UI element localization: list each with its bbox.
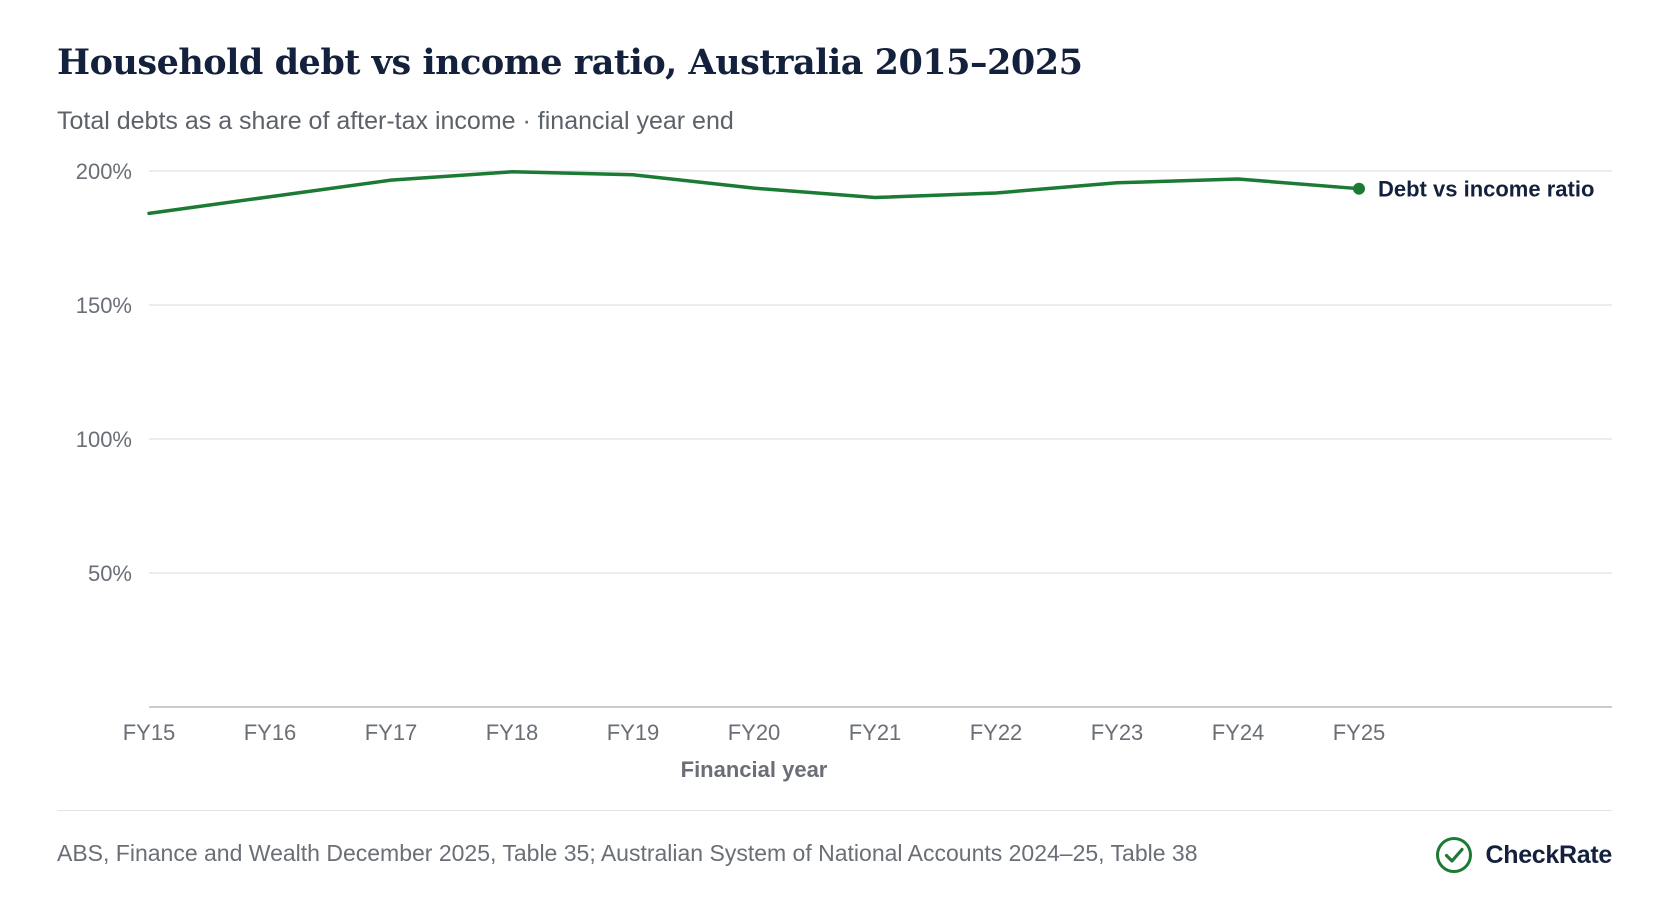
x-tick-label: FY25 <box>1333 720 1386 745</box>
x-tick-label: FY15 <box>123 720 176 745</box>
x-tick-label: FY23 <box>1091 720 1144 745</box>
x-axis-title: Financial year <box>681 757 828 782</box>
check-circle-icon <box>1436 837 1473 873</box>
chart-subtitle: Total debts as a share of after-tax inco… <box>57 107 734 135</box>
x-tick-label: FY24 <box>1212 720 1265 745</box>
series: Debt vs income ratio <box>147 170 1594 216</box>
x-tick-label: FY22 <box>970 720 1023 745</box>
x-tick-label: FY16 <box>244 720 297 745</box>
series-line <box>147 170 1361 216</box>
y-tick-label: 200% <box>76 159 132 184</box>
x-axis-ticks: FY15 FY16 FY17 FY18 FY19 FY20 FY21 FY22 FY23 FY24… <box>123 720 1386 745</box>
y-tick-label: 100% <box>76 427 132 452</box>
x-tick-label: FY17 <box>365 720 418 745</box>
brand-name: CheckRate <box>1485 840 1612 869</box>
y-tick-label: 50% <box>88 561 132 586</box>
series-end-point <box>1353 182 1365 195</box>
series-label: Debt vs income ratio <box>1378 177 1594 202</box>
chart-title: Household debt vs income ratio, Australi… <box>57 42 1083 83</box>
brand-logo: CheckRate <box>1435 836 1612 874</box>
x-tick-label: FY19 <box>607 720 660 745</box>
source-note: ABS, Finance and Wealth December 2025, T… <box>57 840 1198 866</box>
y-axis-ticks: 50% 100% 150% 200% <box>76 159 132 586</box>
x-tick-label: FY21 <box>849 720 902 745</box>
x-tick-label: FY20 <box>728 720 781 745</box>
footer-divider <box>57 810 1612 811</box>
line-chart: 50% 100% 150% 200% FY15 FY16 FY17 FY18 FY19 FY20… <box>76 159 1612 782</box>
x-tick-label: FY18 <box>486 720 539 745</box>
y-tick-label: 150% <box>76 293 132 318</box>
grid-lines <box>149 170 1612 574</box>
